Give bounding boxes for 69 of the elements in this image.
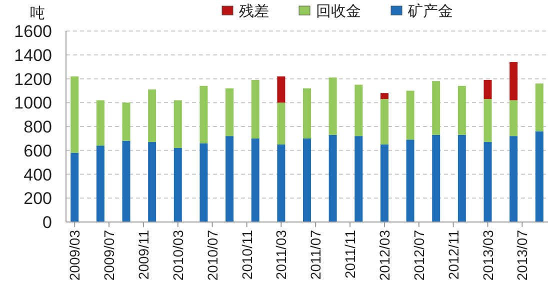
bar [510, 100, 518, 136]
bar [406, 140, 414, 222]
bar [251, 80, 260, 138]
bar [380, 93, 388, 100]
bar [535, 131, 544, 222]
y-tick-label: 1600 [14, 22, 52, 41]
x-tick-label: 2009/11 [135, 230, 152, 280]
y-tick-label: 400 [24, 165, 52, 184]
bar [96, 146, 104, 222]
y-tick-label: 1000 [14, 94, 52, 113]
x-tick-label: 2012/11 [445, 230, 462, 280]
legend-label: 残差 [239, 3, 269, 20]
y-tick-label: 1400 [14, 46, 52, 65]
y-tick-label: 1200 [14, 70, 52, 89]
bar [328, 78, 337, 135]
y-tick-label: 600 [24, 141, 52, 160]
x-tick-label: 2013/03 [480, 230, 496, 281]
bar [200, 143, 208, 222]
x-tick-label: 2011/11 [342, 230, 358, 279]
bar [122, 140, 130, 222]
bar [432, 134, 440, 222]
bar [354, 136, 363, 222]
bar [148, 142, 156, 222]
bar [535, 84, 544, 132]
bar [510, 62, 518, 100]
x-tick-label: 2010/11 [238, 230, 255, 280]
bar [380, 144, 388, 222]
bar [380, 99, 388, 144]
bar [174, 148, 182, 222]
y-tick-label: 800 [24, 118, 52, 136]
x-tick-label: 2010/07 [204, 230, 220, 281]
x-tick-label: 2009/03 [66, 230, 83, 281]
bar [277, 144, 286, 222]
x-tick-label: 2012/03 [376, 230, 392, 281]
x-tick-label: 2010/03 [170, 230, 186, 281]
bar [406, 90, 414, 140]
y-tick-label: 0 [42, 213, 52, 232]
bar [96, 100, 104, 146]
bar [200, 86, 208, 144]
bar [303, 138, 311, 222]
bar [70, 76, 79, 153]
x-tick-label: 2009/07 [101, 230, 118, 281]
bar [226, 136, 234, 222]
legend-label: 矿产金 [407, 3, 453, 20]
y-axis-title: 吨 [30, 5, 45, 22]
bar [484, 80, 492, 100]
bar [277, 102, 286, 144]
bar [510, 136, 518, 222]
bar [226, 88, 234, 136]
bar [148, 89, 156, 142]
bar [303, 88, 311, 138]
x-tick-label: 2013/07 [514, 230, 530, 281]
bar [484, 99, 492, 142]
legend-label: 回收金 [316, 3, 361, 20]
bar [458, 86, 466, 135]
bar [458, 134, 466, 222]
bar [251, 138, 260, 222]
bar [328, 134, 337, 222]
bar [174, 100, 182, 148]
bar [70, 152, 79, 222]
bar [277, 76, 286, 103]
bar [354, 84, 363, 136]
x-tick-label: 2011/03 [273, 230, 290, 280]
x-tick-label: 2012/07 [410, 230, 427, 281]
x-tick-label: 2011/07 [308, 230, 324, 280]
bar [484, 142, 492, 222]
bar [432, 81, 440, 135]
bar [122, 102, 130, 141]
y-tick-label: 200 [24, 189, 52, 208]
